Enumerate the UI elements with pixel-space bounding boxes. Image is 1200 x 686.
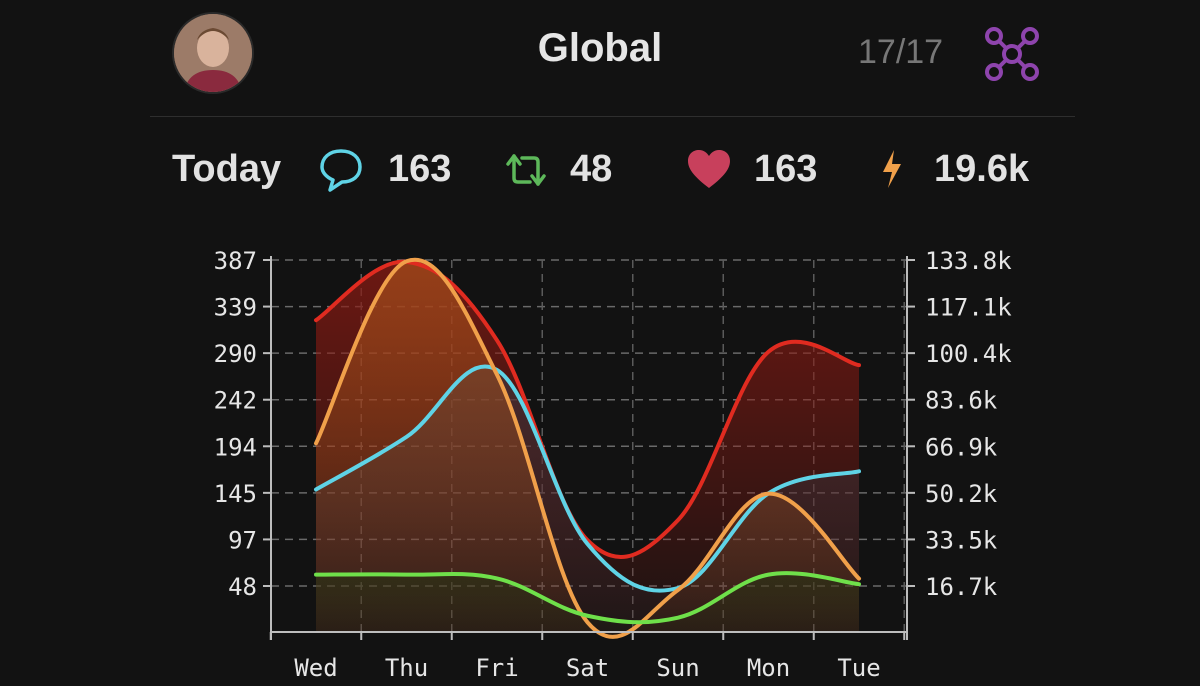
- y-right-tick-label: 83.6k: [925, 387, 998, 415]
- y-right-tick-label: 133.8k: [925, 247, 1012, 275]
- x-tick-label: Tue: [837, 654, 880, 682]
- y-left-tick-label: 339: [214, 294, 257, 322]
- y-left-tick-label: 145: [214, 480, 257, 508]
- y-right-tick-label: 66.9k: [925, 433, 998, 461]
- y-right-tick-label: 16.7k: [925, 573, 998, 601]
- y-left-tick-label: 97: [228, 526, 257, 554]
- y-left-tick-label: 194: [214, 433, 257, 461]
- y-left-tick-label: 48: [228, 573, 257, 601]
- y-right-tick-label: 33.5k: [925, 526, 998, 554]
- chart-areas: [316, 260, 859, 637]
- y-left-tick-label: 387: [214, 247, 257, 275]
- x-tick-label: Fri: [475, 654, 518, 682]
- y-left-tick-label: 290: [214, 340, 257, 368]
- y-right-tick-label: 50.2k: [925, 480, 998, 508]
- y-left-tick-label: 242: [214, 387, 257, 415]
- y-right-tick-label: 117.1k: [925, 294, 1012, 322]
- x-tick-label: Mon: [747, 654, 790, 682]
- x-tick-label: Wed: [294, 654, 337, 682]
- x-tick-label: Sat: [566, 654, 609, 682]
- y-right-tick-label: 100.4k: [925, 340, 1012, 368]
- x-tick-label: Thu: [385, 654, 428, 682]
- x-tick-label: Sun: [656, 654, 699, 682]
